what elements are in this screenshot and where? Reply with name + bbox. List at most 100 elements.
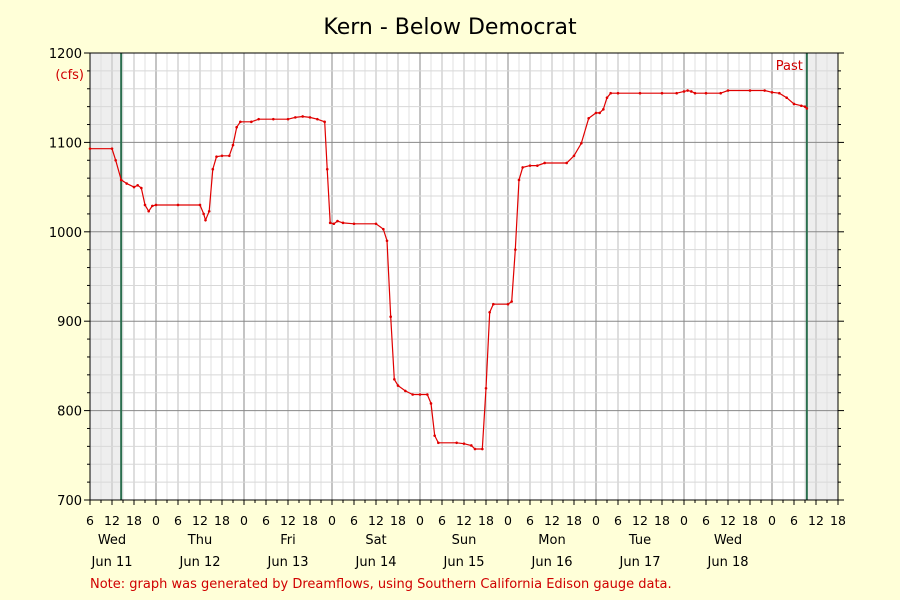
data-point <box>800 104 803 108</box>
x-tick-label: 0 <box>768 513 776 528</box>
x-tick-label: 0 <box>416 513 424 528</box>
data-point <box>147 209 150 213</box>
data-point <box>580 141 583 145</box>
data-point <box>616 91 620 95</box>
data-point <box>323 120 326 124</box>
x-day-name: Mon <box>538 533 565 548</box>
y-tick-label: 1100 <box>49 136 82 151</box>
data-point <box>455 441 458 445</box>
data-point <box>792 102 796 106</box>
x-day-date: Jun 17 <box>619 555 661 570</box>
data-point <box>528 164 532 167</box>
x-tick-label: 6 <box>790 513 798 528</box>
data-point <box>693 91 697 95</box>
data-point <box>316 117 319 121</box>
data-point <box>609 91 612 95</box>
x-day-name: Sun <box>452 533 477 548</box>
data-point <box>220 154 224 158</box>
data-point <box>778 91 781 95</box>
data-point <box>638 91 642 95</box>
data-point <box>119 178 123 182</box>
x-tick-label: 18 <box>302 513 318 528</box>
x-day-date: Jun 16 <box>531 555 573 570</box>
x-day-name: Fri <box>280 533 296 548</box>
data-point <box>301 115 304 118</box>
data-point <box>602 108 605 111</box>
x-tick-label: 18 <box>742 513 758 528</box>
data-point <box>726 89 730 92</box>
data-point <box>484 386 488 390</box>
data-point <box>690 90 693 93</box>
x-tick-label: 6 <box>526 513 534 528</box>
data-point <box>470 444 473 447</box>
x-day-name: Sat <box>365 533 386 548</box>
data-point <box>204 218 207 222</box>
x-tick-label: 18 <box>654 513 670 528</box>
data-point <box>114 158 117 162</box>
data-point <box>770 91 774 94</box>
data-point <box>198 203 202 207</box>
data-point <box>239 120 242 124</box>
x-tick-label: 0 <box>592 513 600 528</box>
data-point <box>587 116 590 120</box>
x-day-name: Wed <box>714 533 742 548</box>
x-day-name: Thu <box>187 533 212 548</box>
x-tick-label: 12 <box>720 513 736 528</box>
data-point <box>536 164 539 167</box>
y-tick-label: 800 <box>57 405 82 420</box>
x-tick-label: 6 <box>262 513 270 528</box>
data-point <box>437 441 440 445</box>
data-point <box>411 393 414 396</box>
x-tick-label: 12 <box>192 513 208 528</box>
future-shade-right <box>806 53 838 500</box>
y-axis-unit-label: (cfs) <box>55 68 84 83</box>
x-day-date: Jun 12 <box>179 555 221 570</box>
x-tick-label: 12 <box>104 513 120 528</box>
data-point <box>328 221 332 225</box>
data-point <box>231 143 235 147</box>
data-point <box>418 393 422 396</box>
data-point <box>488 310 491 314</box>
x-day-date: Jun 13 <box>267 555 309 570</box>
x-tick-label: 0 <box>504 513 512 528</box>
x-tick-label: 6 <box>702 513 710 528</box>
data-point <box>154 203 158 207</box>
x-tick-label: 18 <box>214 513 230 528</box>
data-point <box>506 302 510 306</box>
data-point <box>202 212 205 216</box>
data-point <box>704 91 708 95</box>
data-point <box>211 167 215 171</box>
data-point <box>374 222 378 226</box>
data-point <box>805 107 809 110</box>
x-tick-label: 12 <box>632 513 648 528</box>
data-point <box>207 209 211 213</box>
data-point <box>336 219 339 223</box>
data-point <box>404 389 407 393</box>
data-point <box>385 239 389 243</box>
x-day-date: Jun 18 <box>707 555 749 570</box>
past-label: Past <box>776 59 803 74</box>
data-point <box>594 111 598 115</box>
x-tick-label: 6 <box>350 513 358 528</box>
data-point <box>682 90 686 93</box>
data-point <box>294 116 297 119</box>
data-point <box>125 182 128 185</box>
data-point <box>136 184 139 187</box>
data-point <box>88 147 92 150</box>
data-point <box>433 434 436 437</box>
x-tick-label: 0 <box>152 513 160 528</box>
data-point <box>393 378 396 381</box>
y-tick-label: 1200 <box>49 47 82 62</box>
data-point <box>785 96 788 99</box>
data-point <box>250 120 253 124</box>
data-point <box>352 222 356 226</box>
chart-note: Note: graph was generated by Dreamflows,… <box>90 577 672 592</box>
future-shade-left <box>90 53 122 500</box>
data-point <box>605 96 609 99</box>
data-point <box>332 222 336 226</box>
data-point <box>686 89 689 92</box>
x-day-date: Jun 14 <box>355 555 397 570</box>
data-point <box>473 447 477 451</box>
